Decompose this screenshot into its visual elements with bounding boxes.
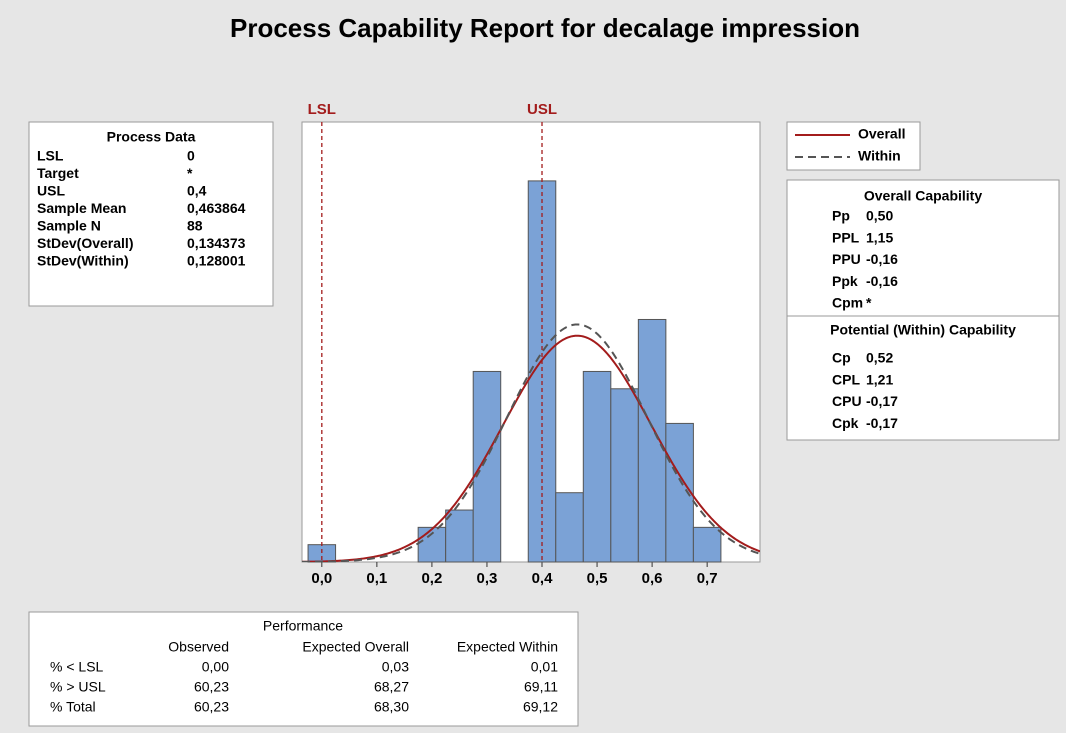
performance-header: Expected Within — [457, 639, 558, 655]
performance-header: Expected Overall — [302, 639, 409, 655]
capability-name: Cp — [832, 350, 851, 366]
performance-title: Performance — [263, 618, 343, 634]
performance-cell: 60,23 — [194, 679, 229, 695]
performance-row-label: % > USL — [50, 679, 106, 695]
bar — [692, 526, 722, 563]
capability-value: -0,17 — [866, 393, 898, 409]
capability-value: -0,16 — [866, 273, 898, 289]
performance-cell: 68,27 — [374, 679, 409, 695]
process-data-label: Sample Mean — [37, 200, 126, 216]
capability-name: PPL — [832, 229, 860, 245]
process-data-label: StDev(Overall) — [37, 235, 133, 251]
x-tick-label: 0,0 — [311, 570, 332, 587]
performance-cell: 0,01 — [531, 659, 558, 675]
curves — [302, 323, 760, 562]
capability-name: CPL — [832, 371, 860, 387]
normal-curve — [302, 323, 760, 562]
potential-capability-title: Potential (Within) Capability — [830, 322, 1016, 338]
capability-name: Ppk — [832, 273, 858, 289]
x-tick-label: 0,1 — [366, 570, 387, 587]
x-tick-label: 0,4 — [532, 570, 554, 587]
process-data-value: 0,134373 — [187, 235, 246, 251]
x-tick-label: 0,5 — [587, 570, 608, 587]
bar — [610, 388, 639, 563]
spec-label: LSL — [308, 101, 336, 118]
capability-value: 1,15 — [866, 229, 893, 245]
performance-row-label: % < LSL — [50, 659, 104, 675]
process-data-value: 0 — [187, 148, 195, 164]
capability-name: Pp — [832, 208, 850, 224]
x-tick-label: 0,6 — [642, 570, 663, 587]
spec-label: USL — [527, 101, 557, 118]
process-data-label: LSL — [37, 148, 64, 164]
legend-label: Overall — [858, 126, 905, 142]
process-data-box — [28, 121, 274, 307]
capability-value: 0,50 — [866, 208, 893, 224]
x-tick-label: 0,3 — [477, 570, 498, 587]
capability-name: PPU — [832, 251, 861, 267]
capability-value: -0,16 — [866, 251, 898, 267]
performance-header: Observed — [168, 639, 229, 655]
bar — [665, 422, 694, 563]
process-data-value: 0,128001 — [187, 253, 246, 269]
process-data-label: Target — [37, 165, 79, 181]
capability-name: CPU — [832, 393, 862, 409]
capability-value: 1,21 — [866, 371, 893, 387]
process-data-value: 88 — [187, 218, 203, 234]
bar — [637, 318, 667, 563]
bar — [582, 370, 612, 563]
performance-cell: 69,12 — [523, 699, 558, 715]
capability-name: Cpm — [832, 295, 863, 311]
performance-cell: 0,00 — [202, 659, 229, 675]
bar — [445, 509, 474, 563]
process-data-value: 0,4 — [187, 183, 207, 199]
capability-value: 0,52 — [866, 350, 893, 366]
process-data-label: Sample N — [37, 218, 101, 234]
bar — [555, 492, 584, 563]
performance-cell: 68,30 — [374, 699, 409, 715]
process-data-title: Process Data — [107, 129, 196, 145]
performance-box — [28, 611, 579, 727]
bar — [472, 370, 502, 563]
performance-cell: 69,11 — [524, 679, 558, 695]
report-title: Process Capability Report for decalage i… — [230, 13, 860, 43]
overall-capability-title: Overall Capability — [864, 188, 982, 204]
x-tick-label: 0,2 — [421, 570, 442, 587]
performance-row-label: % Total — [50, 699, 96, 715]
performance-cell: 60,23 — [194, 699, 229, 715]
capability-value: * — [866, 295, 872, 311]
process-data-value: * — [187, 165, 193, 181]
legend-box — [786, 121, 921, 171]
process-data-value: 0,463864 — [187, 200, 246, 216]
normal-curve — [302, 334, 760, 562]
process-data-label: StDev(Within) — [37, 253, 129, 269]
legend-label: Within — [858, 148, 901, 164]
capability-name: Cpk — [832, 415, 859, 431]
capability-value: -0,17 — [866, 415, 898, 431]
x-tick-label: 0,7 — [697, 570, 718, 587]
capability-box — [786, 179, 1060, 441]
performance-cell: 0,03 — [382, 659, 409, 675]
bar — [527, 180, 557, 563]
process-data-label: USL — [37, 183, 65, 199]
